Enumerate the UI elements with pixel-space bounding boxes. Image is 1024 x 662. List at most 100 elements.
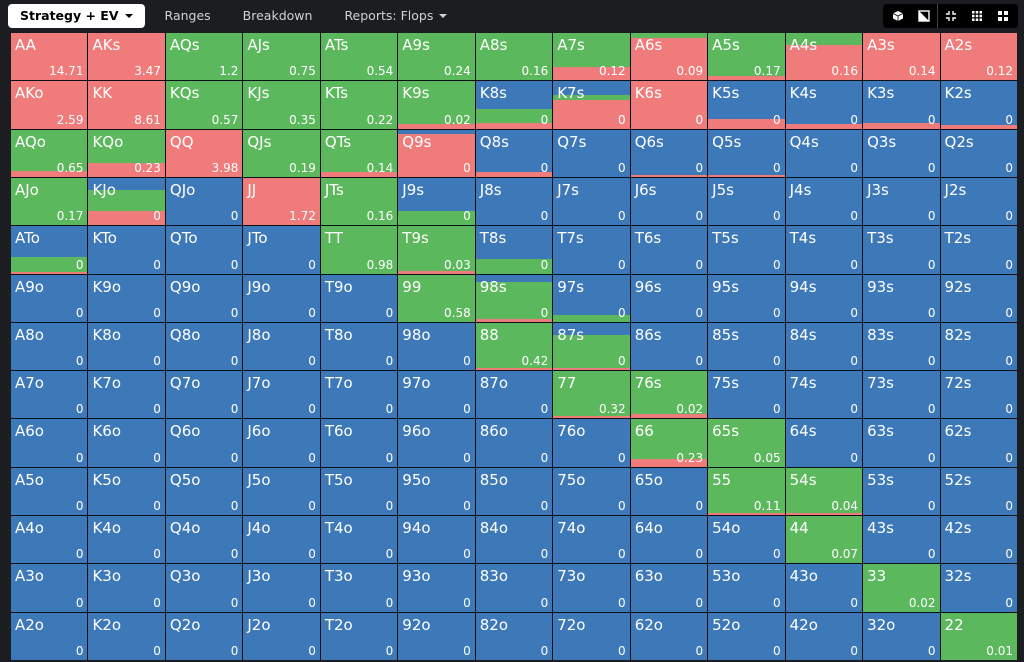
hand-cell[interactable]: T4s 0	[785, 226, 863, 274]
hand-cell[interactable]: A5o 0	[11, 467, 88, 516]
hand-cell[interactable]: A3s 0.14	[863, 33, 940, 81]
hand-cell[interactable]: T8o 0	[320, 322, 398, 371]
hand-cell[interactable]: J5o 0	[243, 467, 320, 516]
hand-cell[interactable]: 33 0.02	[863, 564, 940, 612]
hand-cell[interactable]: 22 0.01	[940, 612, 1017, 660]
hand-cell[interactable]: 52s 0	[940, 467, 1017, 516]
hand-cell[interactable]: T9o 0	[320, 274, 398, 322]
hand-cell[interactable]: KQo 0.23	[88, 129, 165, 177]
hand-cell[interactable]: 94s 0	[785, 274, 863, 322]
hand-cell[interactable]: 76s 0.02	[630, 371, 708, 419]
hand-cell[interactable]: 85o 0	[475, 467, 553, 516]
hand-cell[interactable]: J3o 0	[243, 564, 320, 612]
hand-cell[interactable]: 65o 0	[630, 467, 708, 516]
hand-cell[interactable]: Q8s 0	[475, 129, 553, 177]
hand-cell[interactable]: 84s 0	[785, 322, 863, 371]
hand-cell[interactable]: QTo 0	[165, 226, 243, 274]
hand-cell[interactable]: T3o 0	[320, 564, 398, 612]
hand-cell[interactable]: JTs 0.16	[320, 177, 398, 226]
hand-cell[interactable]: K6o 0	[88, 419, 165, 467]
hand-cell[interactable]: A4s 0.16	[785, 33, 863, 81]
hand-cell[interactable]: T3s 0	[863, 226, 940, 274]
hand-cell[interactable]: J6o 0	[243, 419, 320, 467]
hand-cell[interactable]: 97o 0	[398, 371, 475, 419]
hand-cell[interactable]: JJ 1.72	[243, 177, 320, 226]
grid-icon[interactable]	[964, 4, 990, 28]
hand-cell[interactable]: K3o 0	[88, 564, 165, 612]
hand-cell[interactable]: Q3o 0	[165, 564, 243, 612]
hand-cell[interactable]: Q5s 0	[708, 129, 785, 177]
hand-cell[interactable]: 55 0.11	[708, 467, 785, 516]
hand-cell[interactable]: 86o 0	[475, 419, 553, 467]
hand-cell[interactable]: 95o 0	[398, 467, 475, 516]
hand-cell[interactable]: Q4o 0	[165, 516, 243, 564]
tab-strategy-ev[interactable]: Strategy + EV	[8, 3, 145, 28]
hand-cell[interactable]: TT 0.98	[320, 226, 398, 274]
hand-cell[interactable]: A7s 0.12	[553, 33, 630, 81]
hand-cell[interactable]: T6s 0	[630, 226, 708, 274]
hand-cell[interactable]: A2s 0.12	[940, 33, 1017, 81]
hand-cell[interactable]: Q5o 0	[165, 467, 243, 516]
hand-cell[interactable]: K9o 0	[88, 274, 165, 322]
hand-cell[interactable]: 32s 0	[940, 564, 1017, 612]
hand-cell[interactable]: 75o 0	[553, 467, 630, 516]
hand-cell[interactable]: Q3s 0	[863, 129, 940, 177]
hand-cell[interactable]: K4o 0	[88, 516, 165, 564]
hand-cell[interactable]: KJs 0.35	[243, 81, 320, 129]
hand-cell[interactable]: 32o 0	[863, 612, 940, 660]
hand-cell[interactable]: 95s 0	[708, 274, 785, 322]
hand-cell[interactable]: 63o 0	[630, 564, 708, 612]
hand-cell[interactable]: AKo 2.59	[11, 81, 88, 129]
large-grid-icon[interactable]	[990, 4, 1016, 28]
hand-cell[interactable]: AQs 1.2	[165, 33, 243, 81]
hand-cell[interactable]: Q2s 0	[940, 129, 1017, 177]
hand-cell[interactable]: 98s 0	[475, 274, 553, 322]
hand-cell[interactable]: AA 14.71	[11, 33, 88, 81]
hand-cell[interactable]: 92s 0	[940, 274, 1017, 322]
hand-cell[interactable]: T8s 0	[475, 226, 553, 274]
hand-cell[interactable]: 54o 0	[708, 516, 785, 564]
hand-cell[interactable]: 62s 0	[940, 419, 1017, 467]
cube-icon[interactable]	[885, 4, 911, 28]
hand-cell[interactable]: A4o 0	[11, 516, 88, 564]
hand-cell[interactable]: Q4s 0	[785, 129, 863, 177]
hand-cell[interactable]: JTo 0	[243, 226, 320, 274]
hand-cell[interactable]: Q8o 0	[165, 322, 243, 371]
hand-cell[interactable]: AKs 3.47	[88, 33, 165, 81]
compress-icon[interactable]	[937, 4, 964, 28]
hand-cell[interactable]: Q7o 0	[165, 371, 243, 419]
hand-cell[interactable]: K7o 0	[88, 371, 165, 419]
hand-cell[interactable]: A2o 0	[11, 612, 88, 660]
hand-cell[interactable]: T2o 0	[320, 612, 398, 660]
tab-ranges[interactable]: Ranges	[153, 4, 223, 28]
tab-reports-flops[interactable]: Reports: Flops	[332, 4, 459, 28]
hand-cell[interactable]: 93o 0	[398, 564, 475, 612]
hand-cell[interactable]: J9s 0	[398, 177, 475, 226]
hand-cell[interactable]: 62o 0	[630, 612, 708, 660]
hand-cell[interactable]: AJo 0.17	[11, 177, 88, 226]
hand-cell[interactable]: ATo 0	[11, 226, 88, 274]
hand-cell[interactable]: K2o 0	[88, 612, 165, 660]
hand-cell[interactable]: 96s 0	[630, 274, 708, 322]
hand-cell[interactable]: 42o 0	[785, 612, 863, 660]
hand-cell[interactable]: 64s 0	[785, 419, 863, 467]
hand-cell[interactable]: J7s 0	[553, 177, 630, 226]
hand-cell[interactable]: 83o 0	[475, 564, 553, 612]
hand-cell[interactable]: KQs 0.57	[165, 81, 243, 129]
hand-cell[interactable]: 63s 0	[863, 419, 940, 467]
hand-cell[interactable]: A5s 0.17	[708, 33, 785, 81]
hand-cell[interactable]: K7s 0	[553, 81, 630, 129]
hand-cell[interactable]: J2o 0	[243, 612, 320, 660]
hand-cell[interactable]: 97s 0	[553, 274, 630, 322]
hand-cell[interactable]: 93s 0	[863, 274, 940, 322]
hand-cell[interactable]: KK 8.61	[88, 81, 165, 129]
hand-cell[interactable]: K8o 0	[88, 322, 165, 371]
hand-cell[interactable]: Q9o 0	[165, 274, 243, 322]
hand-cell[interactable]: 64o 0	[630, 516, 708, 564]
hand-cell[interactable]: K9s 0.02	[398, 81, 475, 129]
hand-cell[interactable]: 86s 0	[630, 322, 708, 371]
hand-cell[interactable]: 72s 0	[940, 371, 1017, 419]
hand-cell[interactable]: A7o 0	[11, 371, 88, 419]
hand-cell[interactable]: J4s 0	[785, 177, 863, 226]
hand-cell[interactable]: J4o 0	[243, 516, 320, 564]
